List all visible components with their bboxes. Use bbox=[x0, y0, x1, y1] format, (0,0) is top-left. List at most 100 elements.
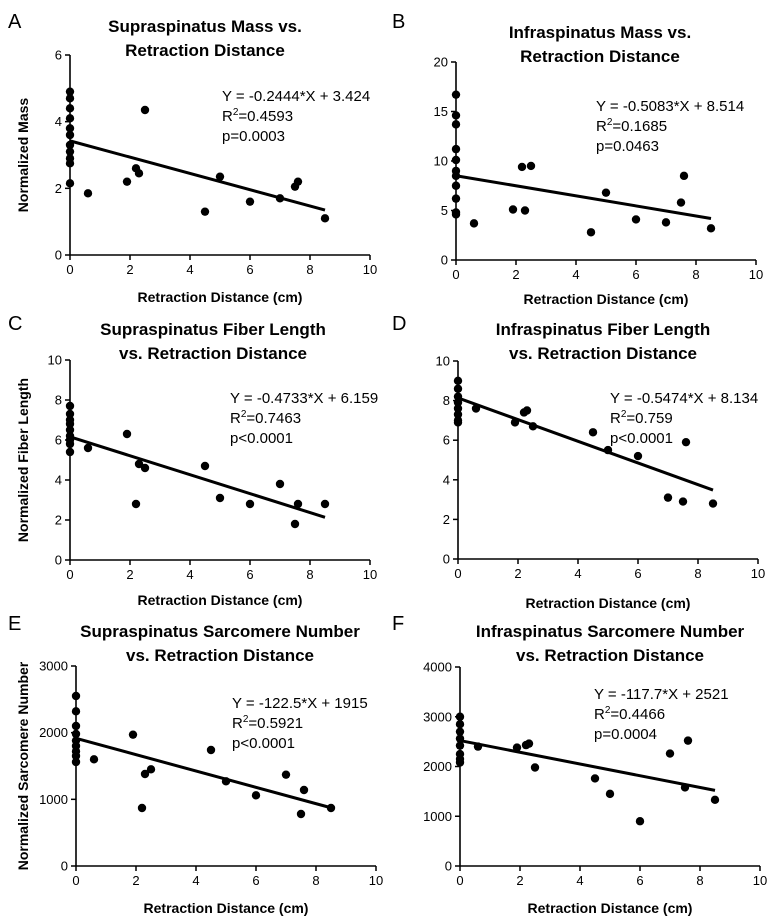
data-point bbox=[451, 194, 461, 203]
data-point bbox=[661, 218, 671, 227]
x-tick-label: 0 bbox=[454, 566, 461, 581]
data-point bbox=[71, 751, 81, 761]
x-tick-label: 8 bbox=[306, 262, 313, 277]
data-point bbox=[200, 461, 210, 471]
data-point bbox=[221, 777, 231, 786]
data-point bbox=[473, 742, 483, 751]
p-value: p=0.0004 bbox=[594, 726, 657, 743]
data-point bbox=[451, 144, 461, 154]
data-point bbox=[679, 171, 689, 181]
regression-equation: Y = -0.4733*X + 6.159 bbox=[230, 390, 378, 407]
chart-title-line: Infraspinatus Fiber Length bbox=[496, 320, 710, 339]
r-squared-exponent: 2 bbox=[621, 409, 627, 420]
data-point bbox=[451, 181, 461, 190]
regression-line bbox=[455, 174, 712, 220]
data-point bbox=[586, 228, 596, 237]
regression-line bbox=[69, 139, 326, 212]
y-tick-label: 0 bbox=[443, 552, 450, 567]
data-point bbox=[526, 161, 536, 171]
data-point bbox=[605, 789, 615, 799]
data-point bbox=[275, 194, 285, 203]
data-point bbox=[71, 707, 81, 716]
x-tick-label: 4 bbox=[576, 873, 583, 888]
data-point bbox=[710, 795, 720, 805]
data-point bbox=[455, 712, 465, 721]
data-point bbox=[71, 721, 81, 731]
data-point bbox=[451, 111, 461, 120]
y-tick-label: 5 bbox=[441, 203, 448, 218]
data-point bbox=[134, 459, 144, 469]
data-point bbox=[451, 171, 461, 181]
r-squared-exponent: 2 bbox=[243, 714, 249, 725]
data-point bbox=[508, 205, 518, 214]
p-value: p=0.0463 bbox=[596, 138, 659, 155]
y-tick-label: 3000 bbox=[423, 709, 452, 724]
data-point bbox=[65, 147, 75, 156]
y-tick-label: 2000 bbox=[39, 725, 68, 740]
y-axis-label: Normalized Mass bbox=[15, 98, 31, 213]
data-point bbox=[453, 392, 463, 401]
y-tick-label: 6 bbox=[443, 433, 450, 448]
x-tick-label: 0 bbox=[456, 873, 463, 888]
r-squared-exponent: 2 bbox=[605, 705, 611, 716]
y-tick-label: 6 bbox=[55, 48, 62, 63]
data-point bbox=[299, 785, 309, 795]
r-squared-symbol: R bbox=[610, 410, 621, 427]
x-tick-label: 2 bbox=[512, 267, 519, 282]
r-squared-value: =0.759 bbox=[626, 410, 672, 427]
r-squared: R2=0.4466 bbox=[594, 705, 665, 723]
data-point bbox=[520, 206, 530, 215]
data-point bbox=[680, 783, 690, 792]
data-point bbox=[71, 729, 81, 739]
y-tick-label: 0 bbox=[55, 553, 62, 568]
x-axis-label: Retraction Distance (cm) bbox=[528, 900, 693, 916]
regression-line bbox=[69, 435, 326, 519]
data-point bbox=[83, 189, 93, 198]
data-point bbox=[522, 406, 532, 415]
x-tick-label: 10 bbox=[363, 262, 377, 277]
r-squared: R2=0.4593 bbox=[222, 107, 293, 125]
data-point bbox=[65, 179, 75, 188]
data-point bbox=[633, 451, 643, 461]
y-tick-label: 2000 bbox=[423, 759, 452, 774]
r-squared-exponent: 2 bbox=[233, 107, 239, 118]
data-point bbox=[65, 87, 75, 96]
x-tick-label: 8 bbox=[312, 873, 319, 888]
r-squared: R2=0.1685 bbox=[596, 117, 667, 135]
y-tick-label: 10 bbox=[48, 353, 62, 368]
data-point bbox=[245, 499, 255, 509]
x-axis-label: Retraction Distance (cm) bbox=[526, 595, 691, 611]
r-squared-value: =0.1685 bbox=[612, 118, 667, 135]
data-point bbox=[215, 493, 225, 503]
x-tick-label: 10 bbox=[749, 267, 763, 282]
regression-equation: Y = -0.5083*X + 8.514 bbox=[596, 98, 744, 115]
chart-title-line: vs. Retraction Distance bbox=[126, 646, 314, 665]
chart-title-line: Supraspinatus Sarcomere Number bbox=[80, 622, 360, 641]
chart-title-line: Retraction Distance bbox=[520, 47, 680, 66]
r-squared-value: =0.4593 bbox=[238, 108, 293, 125]
y-tick-label: 4000 bbox=[423, 660, 452, 675]
x-tick-label: 6 bbox=[634, 566, 641, 581]
r-squared-exponent: 2 bbox=[241, 409, 247, 420]
y-tick-label: 4 bbox=[55, 473, 62, 488]
x-tick-label: 8 bbox=[694, 566, 701, 581]
data-point bbox=[71, 691, 81, 701]
regression-line bbox=[457, 396, 714, 492]
y-tick-label: 8 bbox=[55, 393, 62, 408]
data-point bbox=[128, 730, 138, 739]
x-tick-label: 4 bbox=[186, 262, 193, 277]
data-point bbox=[631, 215, 641, 224]
y-tick-label: 8 bbox=[443, 393, 450, 408]
chart-title-line: vs. Retraction Distance bbox=[509, 344, 697, 363]
data-point bbox=[603, 445, 613, 455]
y-tick-label: 0 bbox=[55, 248, 62, 263]
y-tick-label: 2 bbox=[55, 513, 62, 528]
regression-equation: Y = -0.2444*X + 3.424 bbox=[222, 88, 370, 105]
data-point bbox=[601, 188, 611, 197]
y-tick-label: 4 bbox=[443, 472, 450, 487]
data-point bbox=[293, 499, 303, 509]
p-value: p<0.0001 bbox=[230, 430, 293, 447]
data-point bbox=[146, 765, 156, 774]
data-point bbox=[65, 409, 75, 419]
y-tick-label: 10 bbox=[436, 354, 450, 369]
